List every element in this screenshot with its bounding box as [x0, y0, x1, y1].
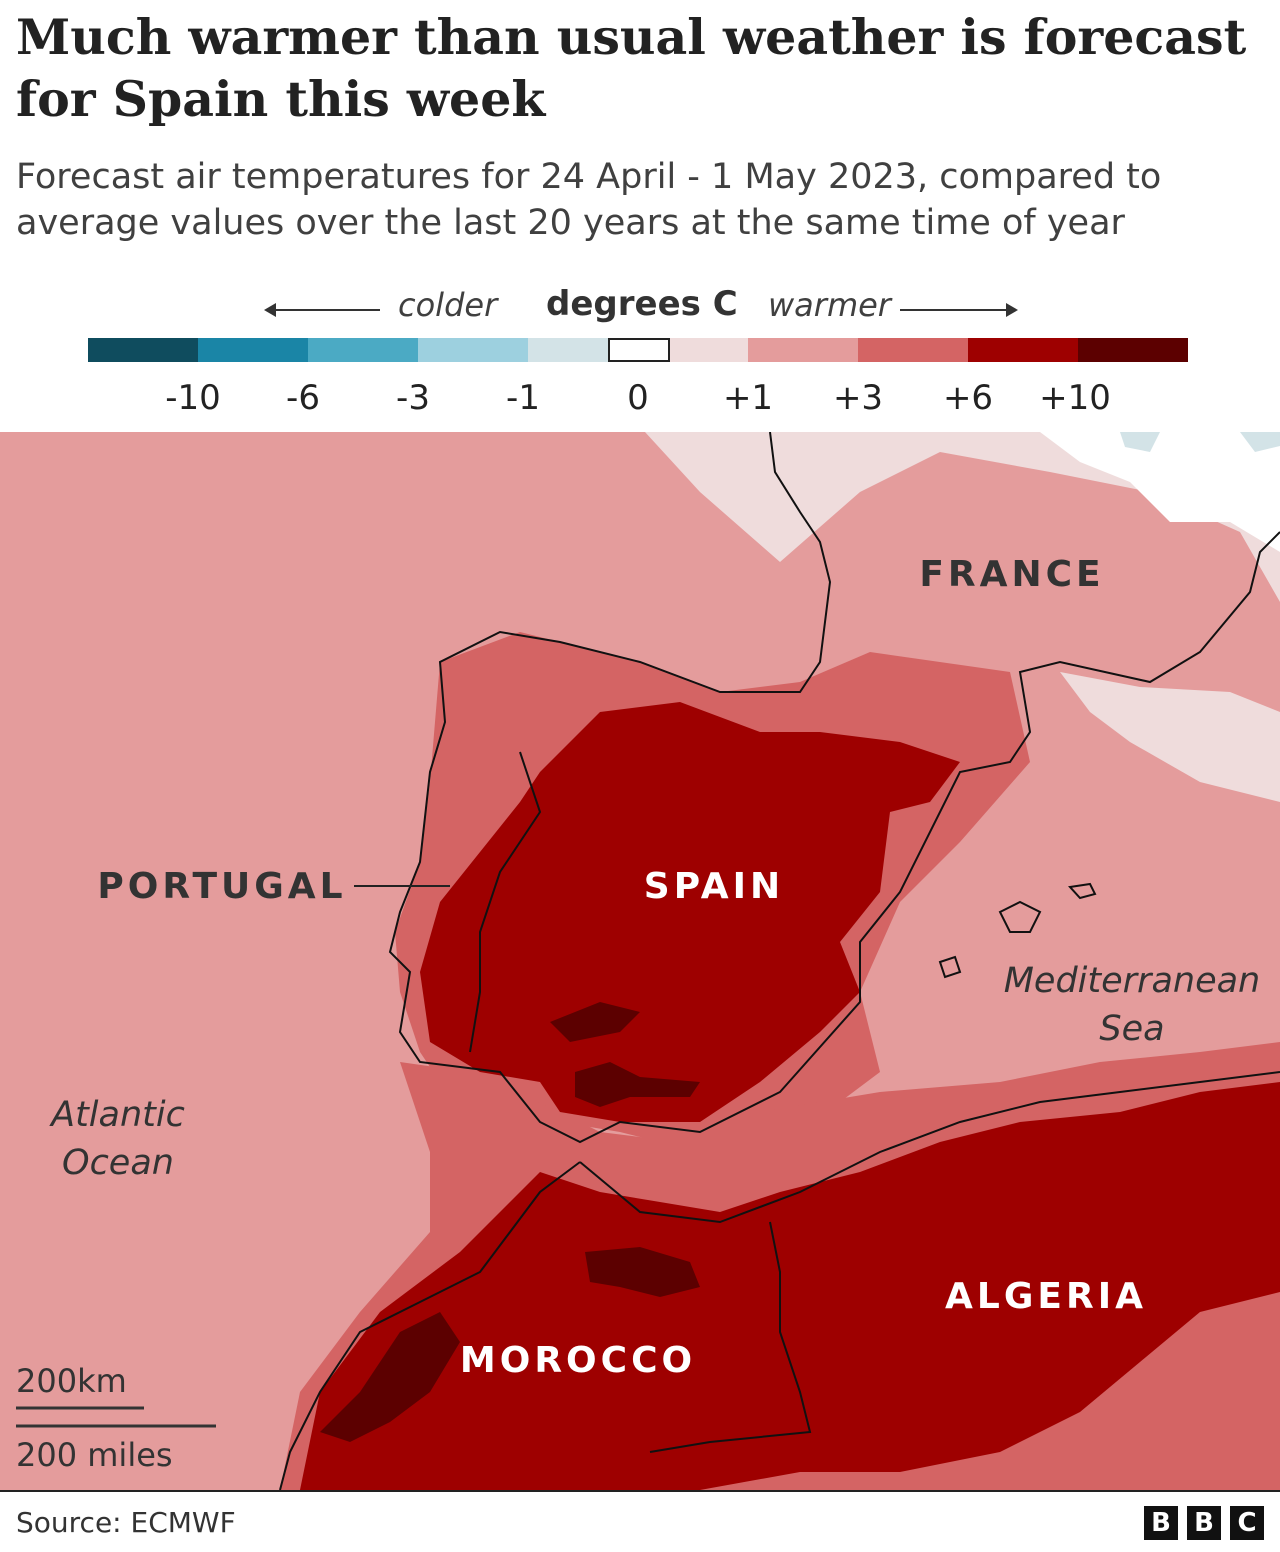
source-credit: Source: ECMWF [16, 1506, 236, 1539]
bbc-logo-letter: C [1230, 1506, 1264, 1540]
legend-swatch [88, 338, 198, 362]
anomaly-zone-cool [1120, 432, 1160, 452]
anomaly-zone-slight [1060, 672, 1280, 802]
colder-arrow-line [274, 309, 380, 311]
label-mediterranean-line2: Sea [1099, 1009, 1164, 1049]
legend-swatch [308, 338, 418, 362]
label-atlantic-line1: Atlantic [49, 1095, 185, 1135]
warmer-arrow-line [900, 309, 1006, 311]
legend-swatch [528, 338, 608, 362]
anomaly-zone-cool [1240, 432, 1280, 452]
label-algeria: ALGERIA [945, 1276, 1147, 1317]
legend-tick: +10 [1039, 378, 1111, 418]
temperature-anomaly-map: FRANCE PORTUGAL SPAIN MOROCCO ALGERIA Me… [0, 432, 1280, 1490]
page-subtitle: Forecast air temperatures for 24 April -… [16, 157, 1162, 243]
anomaly-zone-extreme [550, 1002, 640, 1042]
left-arrow-icon [264, 303, 276, 317]
label-portugal: PORTUGAL [97, 866, 346, 907]
legend-swatch [968, 338, 1078, 362]
legend-swatch [1078, 338, 1188, 362]
legend-tick: -10 [165, 378, 221, 418]
legend-tick: +3 [832, 378, 884, 418]
legend-unit-label: degrees C [546, 284, 738, 324]
label-atlantic-line2: Ocean [62, 1143, 174, 1183]
legend-tick-labels: -10 -6 -3 -1 0 +1 +3 +6 +10 [0, 378, 1280, 418]
right-arrow-icon [1006, 303, 1018, 317]
scale-miles-label: 200 miles [16, 1436, 173, 1474]
legend-tick: 0 [627, 378, 649, 418]
legend-colder-label: colder [398, 286, 498, 324]
anomaly-zone-hot [300, 1082, 1280, 1490]
label-morocco: MOROCCO [460, 1340, 696, 1381]
temperature-legend: colder degrees C warmer -10 -6 -3 -1 0 +… [0, 280, 1280, 430]
bbc-logo-letter: B [1144, 1506, 1178, 1540]
anomaly-zone-hot [420, 702, 960, 1122]
label-france: FRANCE [919, 554, 1104, 595]
scale-km-label: 200km [16, 1362, 127, 1400]
bbc-logo: B B C [1144, 1506, 1264, 1540]
legend-swatch [748, 338, 858, 362]
legend-tick: +6 [942, 378, 994, 418]
legend-swatch [858, 338, 968, 362]
page-title: Much warmer than usual weather is foreca… [16, 8, 1247, 128]
legend-tick: -3 [396, 378, 430, 418]
anomaly-zone-extreme [575, 1062, 700, 1107]
legend-tick: -1 [506, 378, 540, 418]
footer-divider [0, 1490, 1280, 1492]
legend-tick: +1 [722, 378, 774, 418]
legend-swatch [418, 338, 528, 362]
anomaly-zone-extreme [320, 1312, 460, 1442]
legend-warmer-label: warmer [768, 286, 891, 324]
bbc-logo-letter: B [1187, 1506, 1221, 1540]
legend-swatch [670, 338, 748, 362]
legend-swatch [198, 338, 308, 362]
anomaly-zone-extreme [585, 1247, 700, 1297]
legend-tick: -6 [286, 378, 320, 418]
legend-swatch-zero [608, 338, 670, 362]
legend-color-scale [88, 338, 1188, 362]
anomaly-zone-neutral [1040, 432, 1280, 552]
label-mediterranean-line1: Mediterranean [1004, 961, 1261, 1001]
label-spain: SPAIN [644, 866, 784, 907]
coastlines [279, 432, 1280, 1490]
